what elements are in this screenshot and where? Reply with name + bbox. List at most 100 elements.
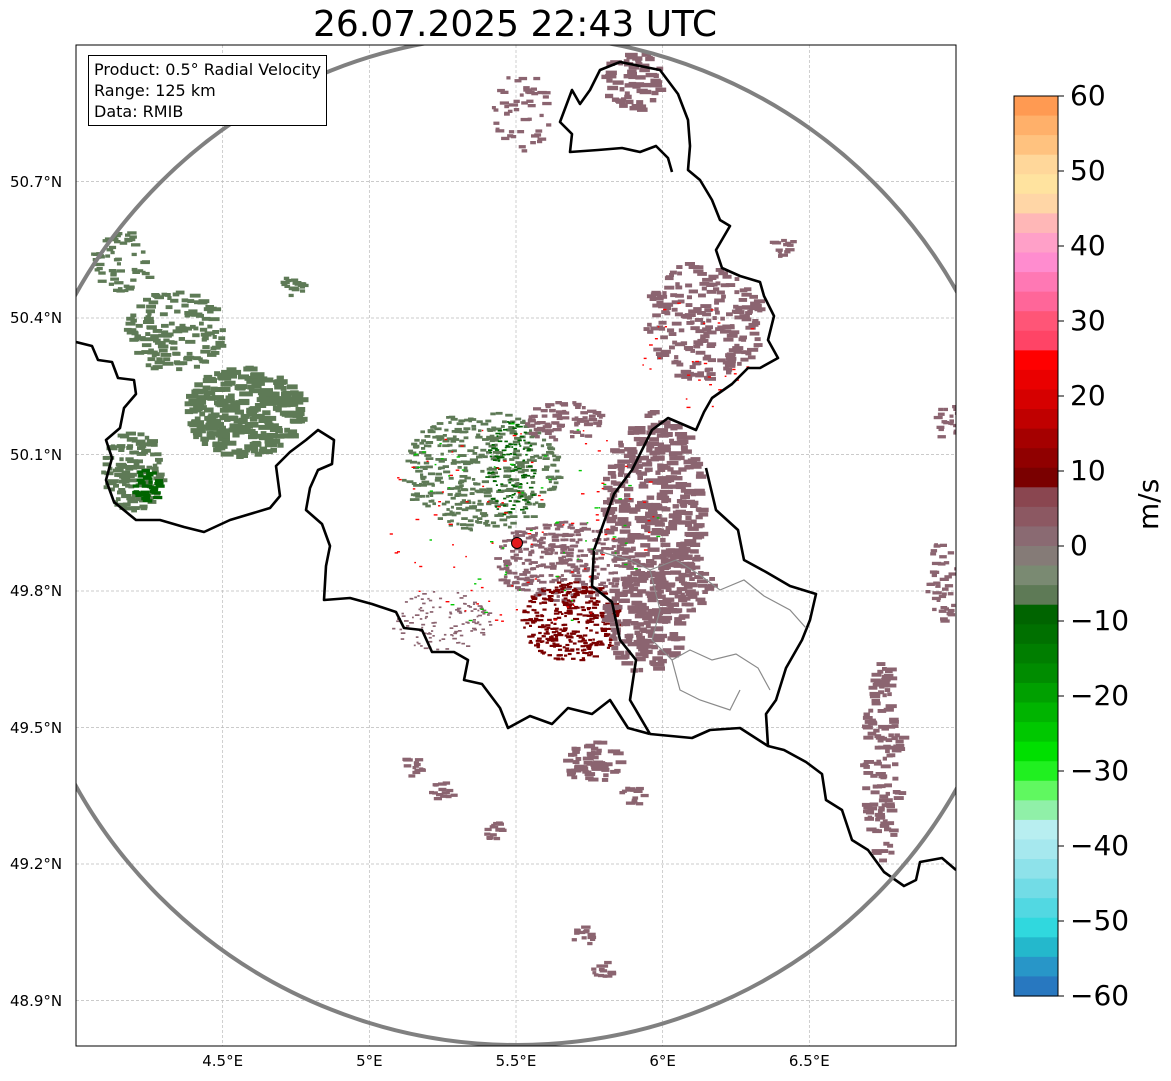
- echo-pixel: [675, 282, 680, 287]
- echo-pixel: [529, 574, 538, 578]
- echo-pixel: [583, 568, 587, 570]
- echo-pixel: [635, 802, 644, 806]
- echo-pixel: [221, 428, 230, 434]
- echo-pixel: [474, 622, 479, 625]
- echo-pixel: [552, 454, 557, 458]
- echo-pixel: [107, 479, 119, 484]
- echo-pixel: [525, 453, 528, 456]
- echo-pixel: [677, 271, 682, 276]
- echo-pixel: [889, 828, 899, 833]
- echo-pixel: [644, 468, 650, 473]
- lat-label: 49.8°N: [10, 582, 63, 600]
- colorbar-tick-label: 50: [1070, 154, 1106, 187]
- echo-pixel: [408, 449, 414, 453]
- echo-pixel: [116, 262, 121, 266]
- echo-pixel: [597, 419, 603, 424]
- echo-pixel: [523, 86, 530, 90]
- echo-pixel: [656, 633, 667, 639]
- echo-pixel: [684, 490, 695, 495]
- echo-pixel: [652, 555, 662, 560]
- echo-pixel: [688, 309, 697, 314]
- echo-pixel: [656, 433, 669, 438]
- echo-pixel: [515, 423, 520, 426]
- echo-pixel: [110, 238, 119, 242]
- echo-pixel: [137, 459, 143, 464]
- echo-pixel: [724, 325, 735, 330]
- echo-pixel: [459, 475, 468, 478]
- echo-pixel: [441, 791, 450, 795]
- echo-pixel: [612, 558, 618, 563]
- echo-pixel: [214, 371, 221, 377]
- echo-pixel: [541, 91, 551, 95]
- radar-echoes: [91, 52, 956, 978]
- echo-pixel: [493, 447, 498, 450]
- echo-pixel: [667, 328, 675, 333]
- echo-pixel: [137, 481, 146, 485]
- echo-pixel: [633, 789, 643, 793]
- echo-pixel: [545, 630, 549, 633]
- echo-pixel: [723, 366, 729, 371]
- echo-pixel: [732, 368, 736, 371]
- echo-pixel: [638, 484, 649, 489]
- echo-pixel: [507, 525, 512, 529]
- echo-pixel: [868, 721, 878, 726]
- echo-pixel: [461, 488, 467, 491]
- echo-pixel: [459, 479, 467, 483]
- echo-pixel: [623, 453, 632, 459]
- echo-pixel: [885, 749, 890, 754]
- echo-pixel: [403, 764, 412, 768]
- echo-pixel: [889, 720, 899, 724]
- echo-pixel: [747, 355, 756, 360]
- echo-pixel: [450, 505, 454, 509]
- echo-pixel: [521, 474, 526, 477]
- echo-pixel: [422, 593, 427, 595]
- echo-pixel: [496, 514, 504, 517]
- echo-pixel: [886, 804, 895, 809]
- echo-pixel: [652, 656, 663, 661]
- echo-pixel: [869, 802, 879, 807]
- echo-pixel: [126, 496, 136, 501]
- echo-pixel: [598, 973, 605, 978]
- echo-pixel: [926, 582, 934, 586]
- echo-pixel: [529, 640, 532, 643]
- echo-pixel: [677, 299, 685, 304]
- echo-pixel: [479, 488, 487, 492]
- echo-pixel: [573, 587, 582, 591]
- echo-pixel: [581, 649, 585, 652]
- echo-pixel: [621, 598, 629, 603]
- echo-pixel: [526, 449, 531, 452]
- echo-pixel: [655, 428, 669, 433]
- echo-pixel: [606, 646, 610, 649]
- echo-pixel: [461, 517, 468, 520]
- echo-pixel: [523, 431, 527, 434]
- echo-pixel: [890, 833, 898, 837]
- echo-pixel: [557, 654, 562, 657]
- echo-pixel: [690, 320, 695, 325]
- echo-pixel: [613, 751, 624, 756]
- echo-pixel: [521, 469, 529, 472]
- echo-pixel: [401, 478, 407, 482]
- echo-pixel: [515, 532, 519, 536]
- echo-pixel: [744, 305, 756, 310]
- echo-pixel: [871, 701, 881, 706]
- echo-pixel: [628, 426, 638, 431]
- echo-pixel: [656, 479, 667, 484]
- echo-pixel: [568, 523, 574, 527]
- echo-pixel: [887, 692, 892, 697]
- echo-pixel: [263, 418, 273, 424]
- echo-pixel: [571, 574, 576, 577]
- echo-pixel: [518, 490, 525, 493]
- echo-pixel: [533, 407, 542, 411]
- echo-pixel: [684, 465, 690, 470]
- echo-pixel: [503, 581, 511, 585]
- lon-label: 4.5°E: [202, 1052, 244, 1070]
- echo-pixel: [218, 425, 226, 431]
- echo-pixel: [581, 592, 587, 595]
- echo-pixel: [494, 557, 502, 560]
- echo-pixel: [499, 435, 503, 439]
- echo-pixel: [212, 330, 220, 334]
- echo-pixel: [508, 511, 513, 513]
- echo-pixel: [687, 374, 691, 376]
- echo-pixel: [522, 461, 530, 464]
- echo-pixel: [543, 533, 548, 536]
